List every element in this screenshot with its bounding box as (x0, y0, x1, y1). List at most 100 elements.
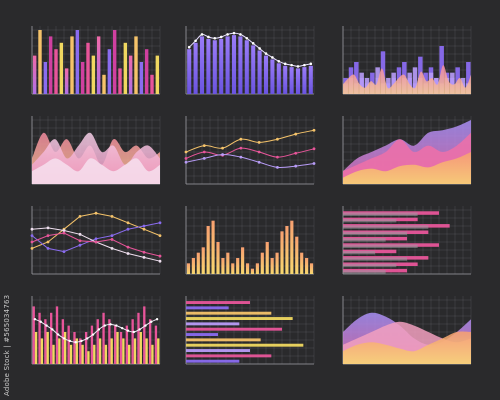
point (30, 247, 34, 250)
point (46, 240, 50, 244)
point (202, 144, 206, 148)
bar (61, 319, 64, 364)
bar (144, 49, 149, 94)
bar (102, 74, 106, 94)
point (257, 160, 261, 164)
point (120, 326, 124, 330)
bar (58, 338, 61, 364)
point (257, 150, 261, 154)
area (343, 152, 471, 184)
point (126, 227, 130, 231)
bar (466, 62, 471, 94)
bar (75, 30, 80, 94)
point (86, 337, 89, 340)
bar (186, 354, 272, 358)
bar (123, 42, 128, 94)
bar (139, 62, 144, 94)
bar (343, 257, 407, 261)
bar (143, 306, 146, 364)
bar (43, 62, 48, 94)
chart-9 (342, 206, 472, 275)
point (110, 238, 114, 241)
bar (116, 332, 119, 364)
bar (255, 263, 259, 274)
bar (32, 306, 35, 364)
point (276, 165, 279, 169)
bar (191, 258, 195, 274)
bar (270, 258, 274, 274)
bar (375, 67, 380, 94)
point (97, 328, 101, 331)
bar (343, 218, 397, 223)
point (221, 146, 224, 150)
point (115, 324, 118, 327)
point (132, 330, 136, 334)
bar (343, 225, 429, 229)
bar (225, 36, 230, 94)
bar (69, 344, 73, 364)
bar (186, 311, 272, 315)
bar (196, 252, 200, 274)
bar (199, 36, 205, 94)
bar (96, 319, 99, 364)
bar (295, 236, 299, 274)
bar (193, 42, 198, 94)
bar (91, 55, 96, 94)
bar (187, 49, 192, 94)
bar (343, 212, 418, 216)
bar (275, 252, 279, 274)
bar (186, 349, 250, 352)
bar (64, 332, 67, 364)
point (78, 243, 82, 247)
bar (70, 36, 74, 94)
bar (244, 40, 249, 94)
bar (107, 49, 112, 94)
chart-12 (342, 296, 472, 365)
bar (276, 63, 281, 94)
point (294, 164, 298, 168)
bar (212, 40, 217, 94)
point (277, 59, 281, 63)
bar (343, 231, 407, 236)
bar (391, 72, 396, 94)
point (276, 137, 279, 141)
point (158, 254, 162, 258)
point (239, 33, 242, 36)
chart-11 (185, 296, 315, 365)
bar (52, 344, 55, 364)
point (68, 339, 72, 343)
bar (251, 45, 256, 94)
point (158, 221, 162, 225)
bar (186, 301, 250, 304)
point (276, 155, 279, 159)
area (343, 65, 471, 94)
bar (102, 312, 105, 364)
bar (67, 325, 70, 364)
point (46, 247, 50, 250)
point (296, 65, 300, 68)
bar (343, 270, 386, 274)
point (294, 132, 298, 136)
bar (59, 42, 64, 94)
bar (48, 36, 53, 94)
chart-5 (184, 116, 316, 185)
bar (157, 338, 160, 364)
bar (44, 319, 47, 364)
bar (128, 344, 131, 364)
bar (343, 250, 375, 255)
point (251, 42, 255, 45)
bar (231, 263, 235, 274)
bar (108, 319, 111, 364)
point (94, 211, 98, 215)
bar (80, 62, 85, 94)
bar (98, 338, 102, 364)
series-line (185, 154, 315, 169)
bar (93, 344, 96, 364)
bar (75, 338, 78, 364)
bar (110, 338, 113, 364)
point (239, 146, 243, 150)
bar (118, 68, 122, 94)
bar (309, 263, 314, 274)
bar (300, 252, 304, 274)
bar (308, 65, 313, 94)
